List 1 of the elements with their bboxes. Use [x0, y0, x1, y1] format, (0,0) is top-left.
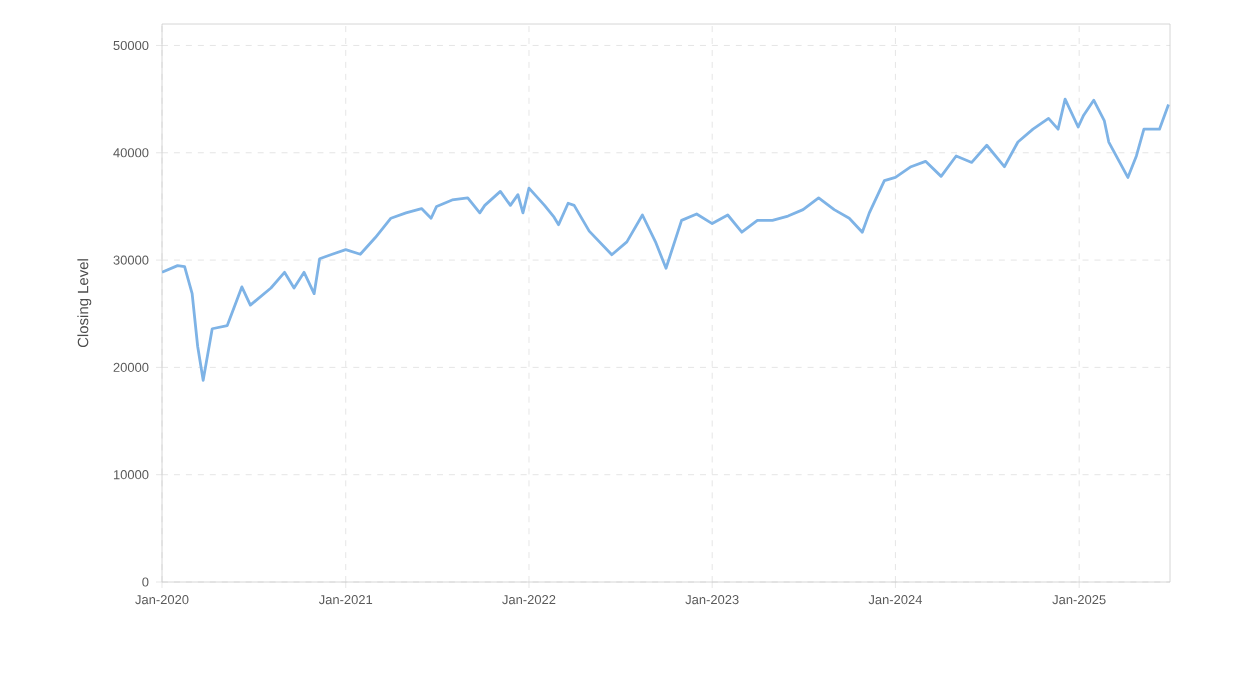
- line-series: [162, 97, 1170, 382]
